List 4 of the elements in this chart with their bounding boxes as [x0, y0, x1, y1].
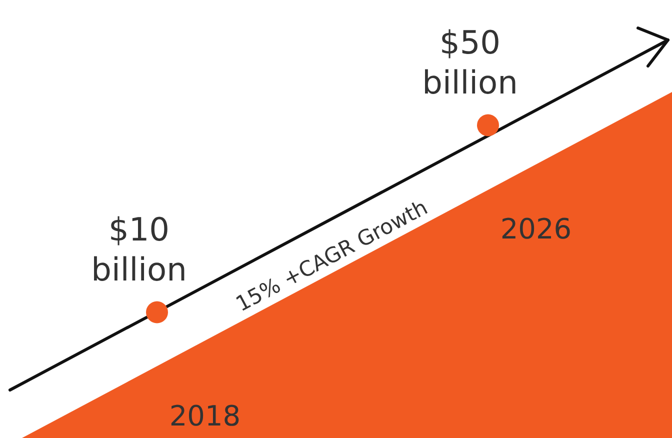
category-label: 2018: [169, 399, 241, 432]
data-label: $50 billion: [422, 23, 518, 102]
data-label: $10 billion: [91, 210, 187, 288]
category-label: 2026: [500, 212, 572, 246]
